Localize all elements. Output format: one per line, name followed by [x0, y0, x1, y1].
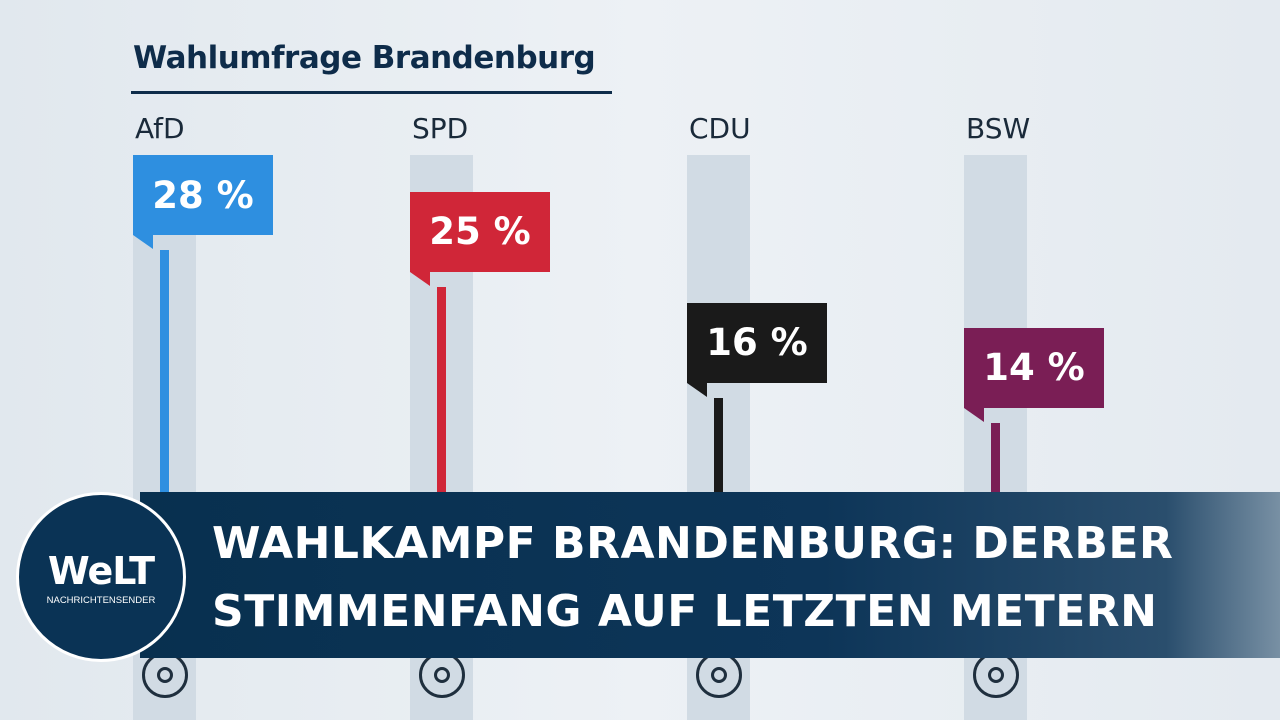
chart-title: Wahlumfrage Brandenburg	[133, 40, 596, 76]
party-label-spd: SPD	[412, 112, 469, 145]
party-label-afd: AfD	[135, 112, 185, 145]
headline-banner	[140, 492, 1280, 658]
value-label-bsw: 14 %	[964, 327, 1104, 408]
bar-afd	[160, 250, 169, 600]
value-label-cdu: 16 %	[687, 302, 827, 383]
value-label-pointer	[410, 271, 430, 286]
value-label-pointer	[964, 407, 984, 422]
value-label-pointer	[133, 235, 153, 249]
value-label-pointer	[687, 382, 707, 397]
circle-dial-icon	[142, 652, 188, 698]
circle-dial-icon	[696, 652, 742, 698]
circle-dial-icon	[973, 652, 1019, 698]
circle-dial-icon	[419, 652, 465, 698]
party-label-cdu: CDU	[689, 112, 751, 145]
bar-spd	[437, 286, 446, 600]
title-underline	[131, 91, 612, 94]
welt-logo: WeLT NACHRICHTENSENDER	[16, 492, 186, 662]
party-label-bsw: BSW	[966, 112, 1031, 145]
value-label-spd: 25 %	[410, 191, 550, 272]
logo-wordmark: WeLT	[47, 549, 155, 593]
headline-line-2: STIMMENFANG AUF LETZTEN METERN	[212, 586, 1158, 637]
headline-line-1: WAHLKAMPF BRANDENBURG: DERBER	[212, 518, 1174, 569]
logo-subtitle: NACHRICHTENSENDER	[46, 595, 156, 606]
value-label-afd: 28 %	[133, 155, 273, 235]
